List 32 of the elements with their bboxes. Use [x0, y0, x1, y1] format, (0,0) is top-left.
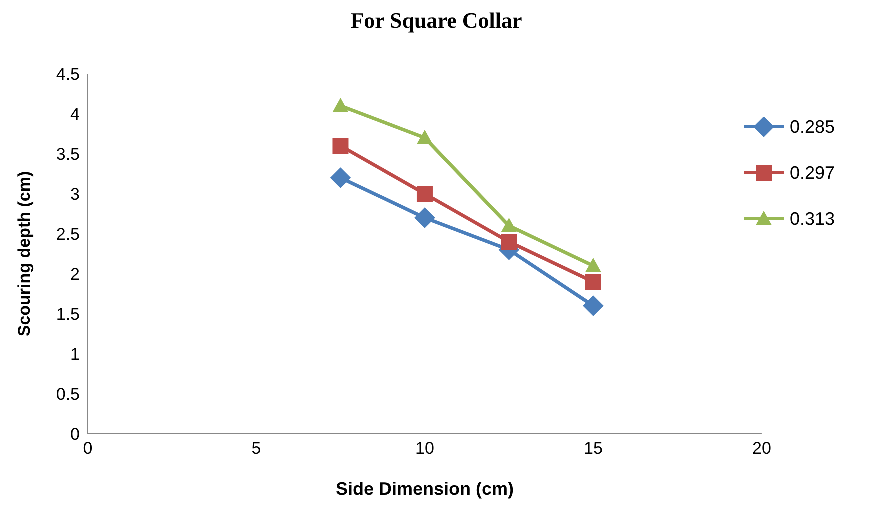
point: [585, 274, 602, 290]
legend-label: 0.297: [790, 162, 835, 184]
y-tick-label: 1: [70, 345, 80, 364]
x-tick-label: 15: [584, 439, 603, 458]
x-tick-label: 5: [252, 439, 262, 458]
y-tick-label: 4.5: [56, 65, 80, 84]
legend-label: 0.313: [790, 208, 835, 230]
point: [416, 186, 433, 202]
x-tick-label: 10: [416, 439, 434, 458]
y-tick-label: 0.5: [56, 385, 80, 404]
point: [583, 296, 604, 316]
y-tick-label: 2.5: [56, 225, 80, 244]
point: [332, 98, 349, 112]
chart-title: For Square Collar: [350, 8, 524, 34]
y-tick-label: 2: [70, 265, 80, 284]
point: [416, 130, 433, 144]
y-axis-title: Scouring depth (cm): [15, 171, 34, 337]
x-tick-label: 20: [752, 439, 772, 458]
x-tick-label: 0: [83, 439, 93, 458]
point: [501, 234, 518, 250]
y-tick-label: 1.5: [56, 305, 80, 324]
y-tick-label: 4: [70, 105, 80, 124]
x-axis-title: Side Dimension (cm): [336, 478, 514, 499]
legend-label: 0.285: [790, 116, 835, 138]
point: [501, 218, 518, 232]
y-tick-label: 0: [70, 425, 80, 444]
point: [414, 208, 436, 228]
point: [332, 138, 349, 154]
y-tick-label: 3.5: [56, 145, 80, 164]
point: [330, 168, 352, 188]
point: [585, 258, 602, 272]
y-tick-label: 3: [70, 185, 80, 204]
